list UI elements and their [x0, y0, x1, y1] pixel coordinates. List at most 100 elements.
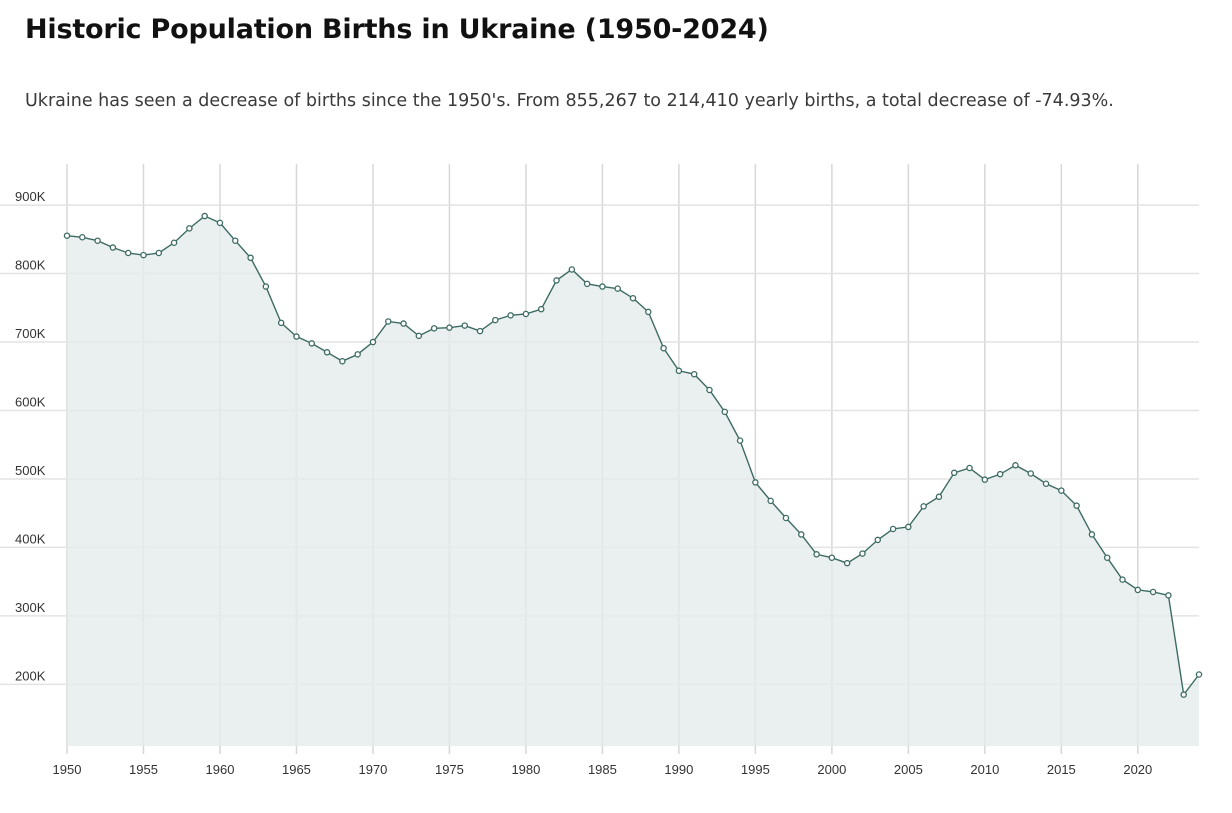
data-point-2013[interactable] — [1027, 470, 1034, 477]
data-point-2000[interactable] — [828, 554, 836, 561]
y-tick-label: 200K — [15, 668, 46, 683]
data-point-1965[interactable] — [293, 333, 300, 340]
data-point-1970[interactable] — [369, 338, 377, 346]
data-point-1969[interactable] — [354, 351, 361, 358]
data-point-1996[interactable] — [767, 497, 774, 505]
data-point-2016[interactable] — [1073, 502, 1080, 509]
x-tick-label: 1990 — [664, 762, 693, 777]
data-point-2015[interactable] — [1058, 487, 1065, 494]
x-tick-label: 1960 — [206, 762, 235, 777]
data-point-1955[interactable] — [140, 251, 147, 259]
page-title: Historic Population Births in Ukraine (1… — [25, 14, 769, 45]
data-point-2012[interactable] — [1012, 462, 1019, 469]
data-point-1954[interactable] — [124, 249, 132, 257]
data-point-2003[interactable] — [874, 536, 882, 544]
data-point-1973[interactable] — [415, 332, 423, 340]
data-point-1971[interactable] — [384, 318, 392, 325]
data-point-1968[interactable] — [339, 357, 346, 365]
y-axis-ticks: 200K 300K 400K 500K 600K 700K 800K 900K — [15, 189, 46, 683]
data-point-1962[interactable] — [247, 254, 254, 262]
data-point-1975[interactable] — [446, 324, 453, 331]
data-point-1956[interactable] — [155, 249, 163, 257]
data-point-1951[interactable] — [79, 234, 86, 241]
x-tick-label: 1975 — [435, 762, 464, 777]
data-point-1982[interactable] — [553, 277, 560, 284]
y-tick-label: 600K — [15, 394, 46, 409]
data-point-1988[interactable] — [645, 308, 652, 316]
data-point-2020[interactable] — [1134, 586, 1142, 594]
data-point-2002[interactable] — [859, 550, 866, 557]
data-point-1986[interactable] — [614, 285, 621, 292]
data-point-1977[interactable] — [476, 327, 484, 335]
x-tick-label: 1995 — [741, 762, 770, 777]
data-point-2004[interactable] — [889, 525, 897, 533]
data-point-2001[interactable] — [843, 559, 851, 567]
y-tick-label: 700K — [15, 326, 46, 341]
data-point-1950[interactable] — [63, 232, 71, 239]
y-tick-label: 400K — [15, 531, 46, 546]
x-tick-label: 1965 — [282, 762, 311, 777]
data-point-1997[interactable] — [782, 514, 790, 522]
data-point-2005[interactable] — [905, 523, 912, 531]
data-point-1985[interactable] — [599, 283, 606, 290]
x-axis-ticks: 1950 1955 1960 1965 1970 1975 1980 1985 1990 1995… — [53, 762, 1153, 777]
data-point-1953[interactable] — [109, 244, 117, 251]
y-tick-label: 300K — [15, 600, 46, 615]
data-point-1995[interactable] — [752, 479, 759, 486]
data-point-1990[interactable] — [675, 367, 683, 375]
data-point-1987[interactable] — [629, 294, 637, 302]
data-point-1958[interactable] — [186, 225, 193, 232]
data-point-1979[interactable] — [507, 312, 514, 319]
data-point-1967[interactable] — [323, 349, 331, 356]
data-point-2011[interactable] — [996, 470, 1004, 478]
data-point-1984[interactable] — [583, 280, 591, 288]
data-point-1989[interactable] — [660, 344, 667, 352]
x-tick-label: 2000 — [817, 762, 846, 777]
data-point-1960[interactable] — [216, 219, 224, 227]
data-point-1972[interactable] — [400, 320, 407, 327]
data-point-1966[interactable] — [308, 340, 316, 347]
data-point-2023[interactable] — [1180, 691, 1187, 698]
data-point-1981[interactable] — [537, 305, 545, 313]
data-point-2006[interactable] — [920, 503, 927, 510]
x-tick-label: 2020 — [1123, 762, 1152, 777]
data-point-2009[interactable] — [966, 464, 973, 472]
data-point-1998[interactable] — [798, 531, 805, 538]
x-tick-label: 2005 — [894, 762, 923, 777]
data-point-1991[interactable] — [690, 370, 698, 378]
data-point-1959[interactable] — [201, 212, 208, 220]
data-point-2010[interactable] — [981, 476, 989, 483]
data-point-1992[interactable] — [706, 386, 713, 394]
data-point-2024[interactable] — [1195, 671, 1203, 678]
x-tick-label: 1985 — [588, 762, 617, 777]
data-point-1963[interactable] — [262, 283, 270, 290]
x-tick-label: 1955 — [129, 762, 158, 777]
page-subtitle: Ukraine has seen a decrease of births si… — [25, 91, 1114, 111]
data-point-2007[interactable] — [935, 493, 943, 501]
data-point-2018[interactable] — [1103, 554, 1111, 561]
data-point-1957[interactable] — [170, 239, 178, 246]
data-point-2017[interactable] — [1088, 531, 1096, 538]
data-point-1983[interactable] — [568, 266, 576, 273]
data-point-1964[interactable] — [277, 319, 285, 327]
data-point-1999[interactable] — [813, 551, 820, 558]
area-fill — [67, 216, 1199, 746]
data-point-2019[interactable] — [1119, 576, 1126, 583]
x-tick-label: 2010 — [970, 762, 999, 777]
data-point-2021[interactable] — [1149, 588, 1157, 596]
data-point-1974[interactable] — [430, 325, 438, 332]
data-point-2008[interactable] — [950, 469, 958, 477]
data-point-1961[interactable] — [232, 237, 239, 244]
data-point-1994[interactable] — [736, 437, 744, 444]
births-area-chart: 1950 1955 1960 1965 1970 1975 1980 1985 1990 1995… — [0, 164, 1203, 777]
y-tick-label: 900K — [15, 189, 46, 204]
data-point-1980[interactable] — [522, 310, 530, 318]
data-point-2022[interactable] — [1165, 592, 1172, 599]
data-point-1978[interactable] — [492, 316, 499, 324]
data-point-1976[interactable] — [461, 322, 468, 329]
data-point-1952[interactable] — [94, 237, 101, 244]
data-point-2014[interactable] — [1042, 480, 1050, 488]
x-tick-label: 2015 — [1047, 762, 1076, 777]
y-tick-label: 500K — [15, 463, 46, 478]
data-point-1993[interactable] — [721, 408, 729, 416]
